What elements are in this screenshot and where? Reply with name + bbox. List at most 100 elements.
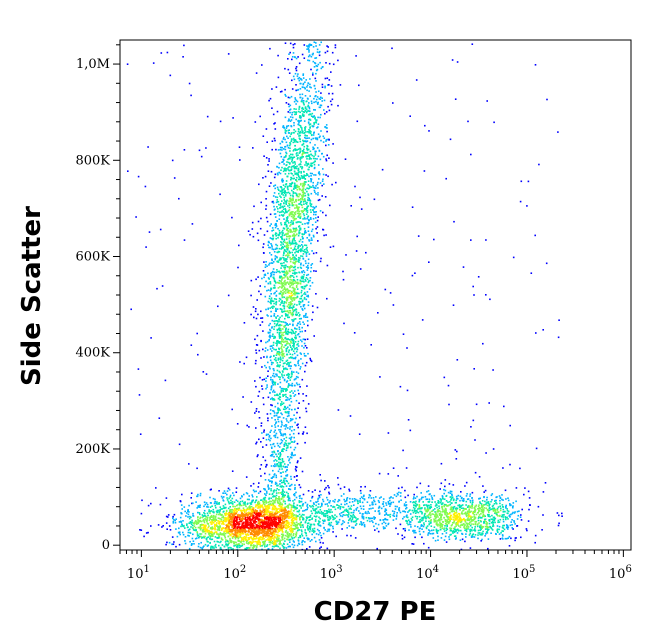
event-dot xyxy=(300,250,302,253)
event-dot xyxy=(313,529,315,532)
event-dot xyxy=(305,210,308,212)
event-dot xyxy=(187,516,189,518)
event-dot xyxy=(283,406,286,408)
event-dot xyxy=(255,540,257,543)
event-dot xyxy=(265,533,268,536)
event-dot xyxy=(279,152,282,155)
event-dot xyxy=(208,525,210,527)
event-dot xyxy=(302,189,304,191)
event-dot xyxy=(265,464,268,466)
event-dot xyxy=(299,283,302,285)
event-dot xyxy=(297,133,299,135)
event-dot xyxy=(287,158,289,161)
event-dot xyxy=(311,162,314,164)
event-dot xyxy=(313,66,316,68)
event-dot xyxy=(273,123,275,125)
event-dot xyxy=(254,412,256,414)
event-dot xyxy=(293,185,296,188)
event-dot xyxy=(263,519,266,521)
event-dot xyxy=(257,531,260,534)
event-dot xyxy=(285,127,288,129)
event-dot xyxy=(282,334,285,337)
event-dot xyxy=(279,148,282,151)
event-dot xyxy=(274,258,276,261)
event-dot xyxy=(299,416,301,419)
event-dot xyxy=(274,391,276,393)
event-dot xyxy=(265,204,268,207)
event-dot xyxy=(315,507,318,510)
event-dot xyxy=(290,220,293,222)
event-dot xyxy=(313,122,315,124)
event-dot xyxy=(261,317,264,319)
event-dot xyxy=(254,519,256,521)
event-dot xyxy=(292,305,295,307)
event-dot xyxy=(272,238,274,241)
event-dot xyxy=(286,235,288,238)
event-dot xyxy=(310,180,312,183)
event-dot xyxy=(292,313,294,316)
event-dot xyxy=(285,141,288,144)
event-dot xyxy=(313,524,316,526)
event-dot xyxy=(184,510,186,513)
event-dot xyxy=(269,439,271,442)
event-dot xyxy=(266,340,269,343)
event-dot xyxy=(299,518,301,521)
event-dot xyxy=(289,153,292,156)
event-dot xyxy=(228,528,231,531)
event-dot xyxy=(280,533,283,536)
event-dot xyxy=(287,290,290,292)
event-dot xyxy=(290,183,292,186)
event-dot xyxy=(291,239,294,241)
event-dot xyxy=(236,500,239,503)
event-dot xyxy=(303,103,305,106)
event-dot xyxy=(175,528,177,530)
event-dot xyxy=(245,521,247,523)
event-dot xyxy=(280,342,282,345)
event-dot xyxy=(229,537,231,540)
event-dot xyxy=(267,521,270,524)
event-dot xyxy=(169,529,172,531)
event-dot xyxy=(208,519,211,521)
event-dot xyxy=(244,515,247,517)
event-dot xyxy=(296,212,299,215)
event-dot xyxy=(295,521,298,524)
event-dot xyxy=(293,364,296,366)
event-dot xyxy=(292,320,294,323)
event-dot xyxy=(296,544,299,547)
event-dot xyxy=(292,533,295,535)
event-dot xyxy=(237,529,240,532)
event-dot xyxy=(297,247,299,250)
event-dot xyxy=(294,186,297,188)
event-dot xyxy=(211,505,213,507)
event-dot xyxy=(281,529,283,532)
event-dot xyxy=(291,356,293,359)
event-dot xyxy=(234,531,237,534)
event-dot xyxy=(291,506,294,509)
event-dot xyxy=(214,527,216,529)
event-dot xyxy=(268,366,271,368)
event-dot xyxy=(267,375,269,377)
event-dot xyxy=(296,100,299,103)
event-dot xyxy=(298,232,300,235)
event-dot xyxy=(221,497,224,499)
event-dot xyxy=(258,512,261,515)
event-dot xyxy=(300,521,302,523)
event-dot xyxy=(295,199,297,202)
event-dot xyxy=(306,432,308,435)
event-dot xyxy=(305,519,308,521)
event-dot xyxy=(286,538,289,541)
event-dot xyxy=(295,506,297,509)
event-dot xyxy=(191,519,193,522)
event-dot xyxy=(293,100,296,103)
event-dot xyxy=(282,191,285,194)
event-dot xyxy=(214,498,216,501)
event-dot xyxy=(236,511,238,513)
event-dot xyxy=(288,200,290,202)
event-dot xyxy=(290,506,293,509)
event-dot xyxy=(313,163,316,166)
event-dot xyxy=(313,174,315,176)
event-dot xyxy=(295,67,297,70)
event-dot xyxy=(255,349,257,352)
event-dot xyxy=(234,523,236,526)
event-dot xyxy=(198,504,200,507)
